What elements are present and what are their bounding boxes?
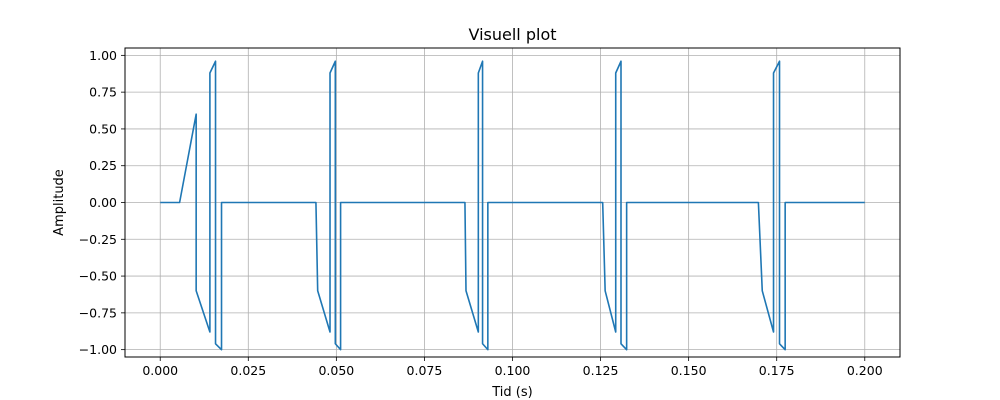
y-tick-label: −0.50 <box>79 269 117 284</box>
y-tick-label: 0.75 <box>89 85 117 100</box>
x-tick-label: 0.075 <box>407 363 443 378</box>
y-tick-label: −0.25 <box>79 232 117 247</box>
y-tick-label: −1.00 <box>79 342 117 357</box>
x-tick-label: 0.050 <box>318 363 354 378</box>
x-tick-label: 0.000 <box>142 363 178 378</box>
x-tick-label: 0.200 <box>847 363 883 378</box>
x-tick-label: 0.125 <box>583 363 619 378</box>
x-tick-label: 0.100 <box>495 363 531 378</box>
series-line <box>160 60 865 351</box>
y-tick-label: 1.00 <box>89 48 117 63</box>
y-axis-label: Amplitude <box>52 169 67 236</box>
x-tick-label: 0.150 <box>671 363 707 378</box>
x-tick-label: 0.175 <box>759 363 795 378</box>
chart-title: Visuell plot <box>469 25 557 44</box>
x-tick-label: 0.025 <box>230 363 266 378</box>
y-tick-label: −0.75 <box>79 305 117 320</box>
x-axis-label: Tid (s) <box>491 385 532 400</box>
y-tick-label: 0.00 <box>89 195 117 210</box>
series-layer <box>160 60 865 351</box>
y-tick-label: 0.25 <box>89 158 117 173</box>
x-axis-ticks: 0.000 0.025 0.050 0.075 0.100 0.125 0.150 0.175… <box>142 357 883 378</box>
y-tick-label: 0.50 <box>89 121 117 136</box>
y-axis-ticks: −1.00 −0.75 −0.50 −0.25 0.00 0.25 0.50 0.75 1.00 <box>79 48 125 357</box>
